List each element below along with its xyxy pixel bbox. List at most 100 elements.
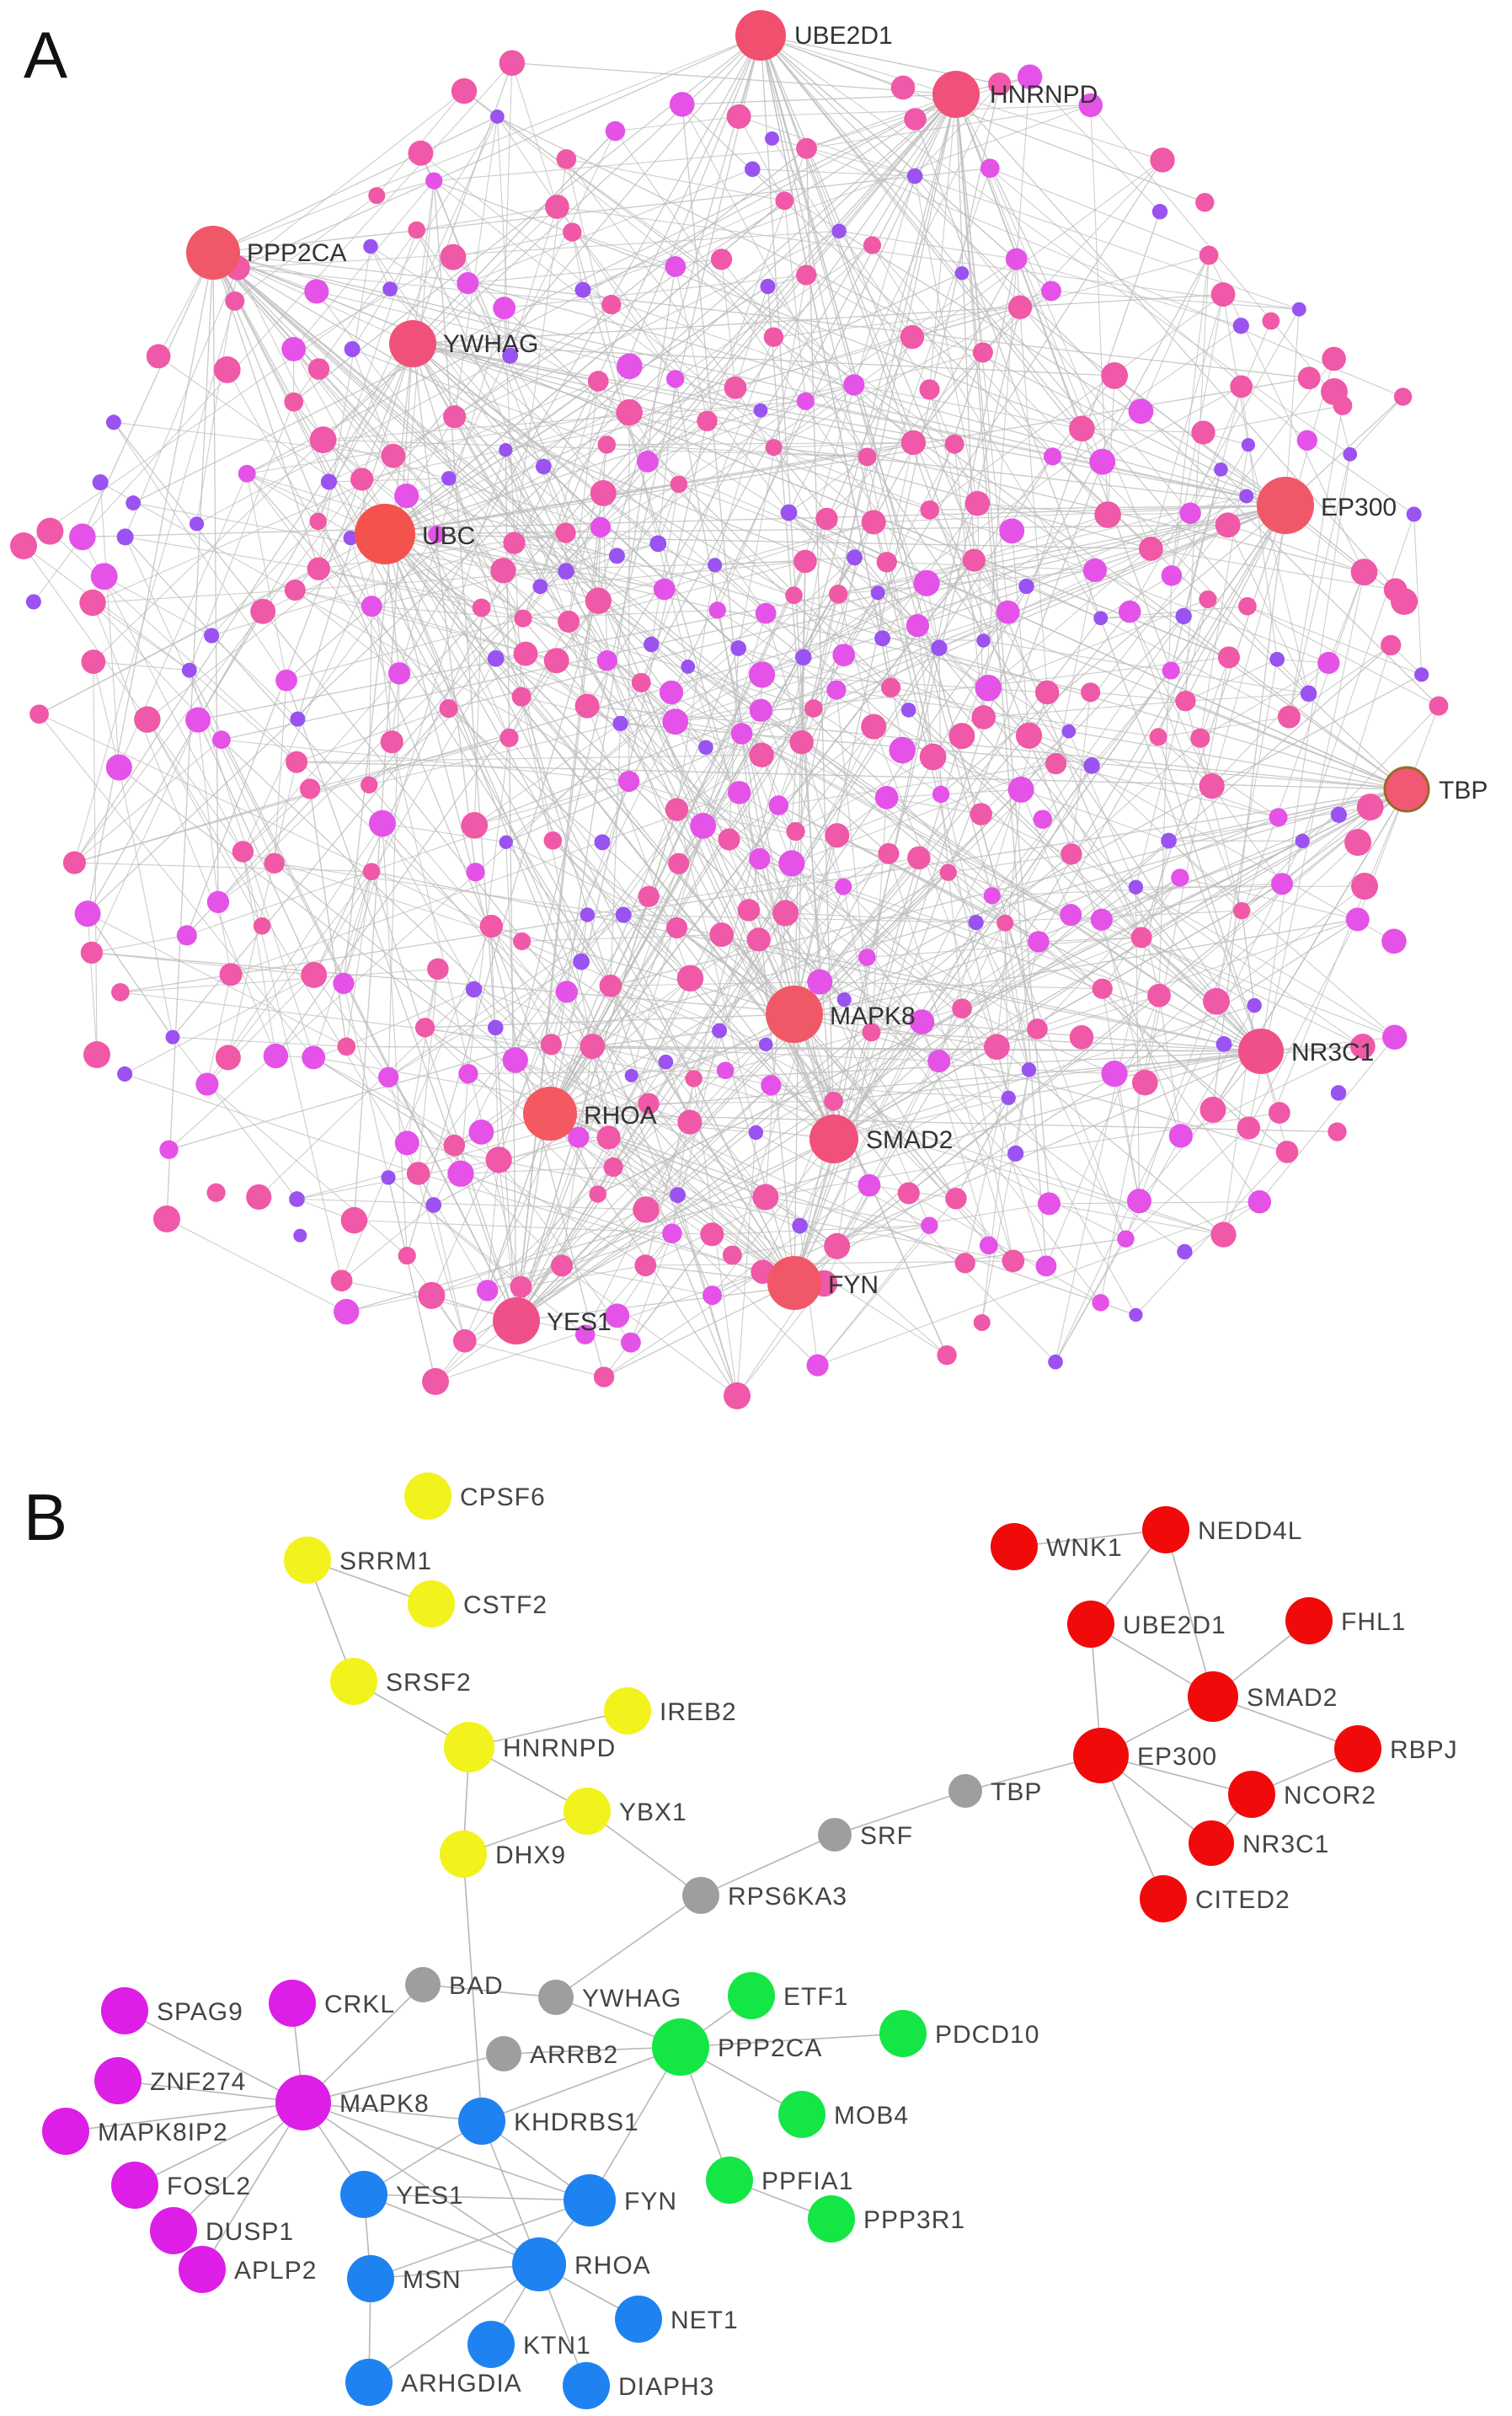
panel-a-edge [382,823,408,1256]
panel-a-node [765,439,783,457]
panel-a-node [1093,611,1109,626]
panel-a-edge [1208,254,1365,573]
panel-a-edge [877,592,903,751]
panel-a-edge [1102,988,1140,1201]
panel-a-node [1429,696,1449,716]
panel-a-edge [602,94,957,494]
panel-a-edge [870,797,888,1033]
panel-a-edge [147,533,386,720]
panel-a-node [1175,607,1192,625]
panel-a-node [906,614,930,638]
panel-a-edge [124,1073,419,1174]
panel-a-node [858,447,877,467]
panel-a-node [440,243,467,270]
panel-a-edge [916,625,934,757]
panel-a-node [746,927,771,952]
panel-a-edge [99,482,120,768]
panel-b-edge-arrb2-mapk8 [302,2053,505,2103]
panel-a-edge [603,1233,713,1377]
panel-a-node [134,706,161,733]
panel-a-node [1297,366,1321,390]
panel-a-node [1017,64,1043,89]
panel-a-node [185,707,211,733]
panel-a-node [206,1183,226,1202]
panel-b-node-circle-msn [347,2255,394,2302]
panel-a-edge [212,252,504,571]
panel-a-edge [391,741,521,1287]
panel-a-edge [739,792,835,1102]
panel-b-node-circle-rps6ka3 [682,1877,719,1914]
panel-a-node [726,104,751,129]
panel-a-edge [1413,514,1423,675]
panel-a-edge [1338,644,1392,815]
panel-a-edge [788,83,1001,513]
panel-a-edge [1141,505,1286,938]
panel-a-node [439,698,458,719]
panel-a-node [1028,931,1050,953]
panel-b-node-fyn: FYN [564,2174,676,2226]
panel-a-edge [990,168,1210,256]
panel-a-node [1199,245,1219,265]
panel-b-edge-hnrnpd-ireb2 [468,1710,628,1748]
panel-a-edge [982,352,1309,694]
panel-a-node [605,1303,630,1328]
panel-a-node [1021,1062,1037,1077]
panel-a-edge [842,886,873,1033]
panel-a-node [778,850,805,877]
panel-a-edge [886,561,1095,571]
panel-a-edge [316,291,541,587]
panel-a-edge [454,304,612,418]
panel-a-edge [1004,922,1126,1239]
panel-b-node-bad: BAD [405,1967,503,2002]
panel-a-edge [760,35,1052,291]
panel-a-node [1199,590,1217,609]
panel-a-node [535,458,552,475]
panel-a-edge [606,441,914,446]
panel-a-edge [309,788,347,1047]
panel-b-node-circle-wnk1 [991,1523,1038,1570]
panel-b-node-crkl: CRKL [269,1980,394,2027]
panel-a-edge [346,988,474,1047]
panel-b-node-ppp2ca: PPP2CA [652,2018,821,2076]
panel-a-edge [914,119,1262,1052]
panel-a-edge [650,484,680,645]
panel-a-edge [73,478,363,863]
panel-a-edge [568,588,665,623]
panel-a-edge [801,655,845,743]
panel-b-node-circle-znf274 [94,2057,142,2104]
panel-a-edge [384,533,605,1377]
panel-a-node [662,708,689,735]
panel-a-edge [975,922,1030,1071]
panel-a-node [472,598,491,617]
panel-b-node-circle-dusp1 [150,2207,197,2254]
panel-a-node [92,474,109,491]
panel-a-edge [608,1137,647,1211]
panel-a-edge [454,116,498,417]
panel-a-edge [1247,606,1422,676]
panel-a-edge [384,286,768,535]
panel-a-node [555,981,578,1003]
panel-a-edge [833,644,1392,1140]
panel-a-node [1147,983,1171,1008]
panel-a-node [815,507,838,531]
panel-a-edge [166,252,214,1220]
panel-a-node [1295,833,1310,849]
panel-b-node-circle-fosl2 [111,2162,158,2209]
panel-a-node [1210,282,1236,307]
panel-a-node [690,812,717,839]
panel-a-edge [118,767,174,1038]
panel-a-node [718,828,740,851]
panel-a-edge [1306,440,1414,515]
panel-a-edge [940,505,1286,795]
panel-a-node [927,1050,951,1073]
panel-a-node [333,972,355,994]
panel-a-node [1069,415,1095,442]
panel-a-edge [735,387,1286,506]
panel-b-node-label-khdrbs1: KHDRBS1 [514,2109,639,2136]
panel-a-node [984,1034,1010,1061]
panel-a-node [512,932,532,950]
panel-a-edge [773,159,1163,448]
panel-a-node [1037,1192,1061,1216]
panel-a-node [826,680,847,700]
panel-a-node [681,660,696,674]
